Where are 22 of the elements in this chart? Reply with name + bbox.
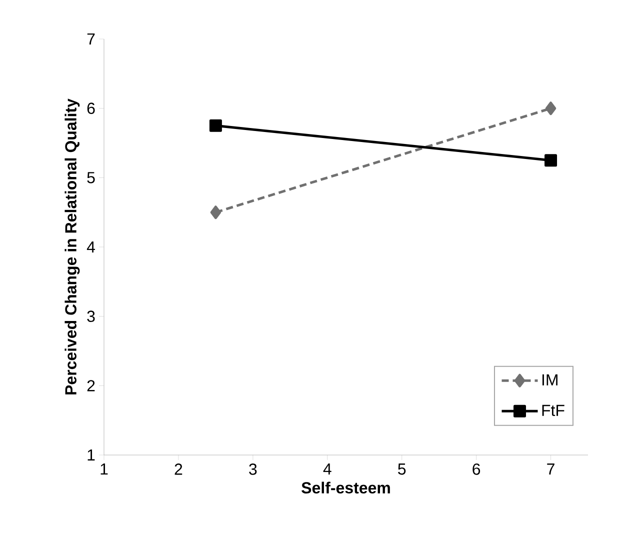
point [210,206,222,220]
y-tick-label: 2 [87,380,95,392]
y-tick-label: 5 [87,172,95,184]
y-tick-label: 7 [87,33,95,45]
point [545,102,556,116]
x-tick-label: 5 [398,464,406,475]
y-tick-label: 6 [87,102,95,114]
y-axis-title: Perceived Change in Relational Quality [64,98,80,394]
legend-label: IM [542,374,558,386]
x-tick-label: 6 [472,464,480,475]
x-tick-label: 4 [323,464,332,475]
x-axis-title: Self-esteem [302,482,390,494]
y-tick-label: 1 [88,449,95,461]
x-tick-label: 7 [547,464,554,475]
x-tick-label: 1 [100,464,108,475]
legend-label: FtF [542,404,564,416]
point [544,154,558,167]
y-tick-label: 3 [87,310,95,322]
x-tick-label: 3 [249,464,257,475]
point [209,119,222,132]
y-tick-label: 4 [86,241,95,253]
x-tick-label: 2 [174,464,182,475]
